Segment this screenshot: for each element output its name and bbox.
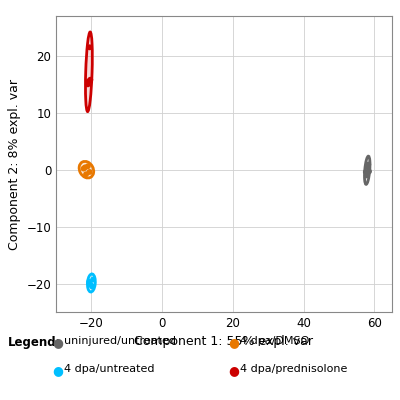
Point [88,282,94,288]
Point [85,78,92,85]
Ellipse shape [88,274,95,292]
Text: ●: ● [52,364,63,377]
Point [365,161,372,168]
Point [86,44,93,50]
Point [363,169,369,175]
Text: uninjured/untreated: uninjured/untreated [64,336,176,346]
Point [80,165,87,172]
Point [83,171,89,178]
Point [363,172,370,178]
Point [85,81,91,88]
Point [86,279,92,285]
Text: ●: ● [228,364,239,377]
Point [89,283,95,290]
Y-axis label: Component 2: 8% expl. var: Component 2: 8% expl. var [8,78,21,250]
X-axis label: Component 1: 55% expl. var: Component 1: 55% expl. var [134,336,314,348]
Point [86,169,93,175]
Text: ●: ● [52,336,63,349]
Ellipse shape [79,161,94,178]
Text: 4 dpa/prednisolone: 4 dpa/prednisolone [240,364,347,374]
Point [364,164,370,170]
Text: 4 dpa/untreated: 4 dpa/untreated [64,364,154,374]
Text: 4 dpa/DMSO: 4 dpa/DMSO [240,336,309,346]
Point [366,168,372,174]
Point [90,276,96,283]
Ellipse shape [86,32,92,112]
Point [82,164,88,171]
Text: ●: ● [228,336,239,349]
Ellipse shape [364,156,370,184]
Text: Legend:: Legend: [8,336,62,349]
Point [85,163,91,170]
Point [87,76,94,83]
